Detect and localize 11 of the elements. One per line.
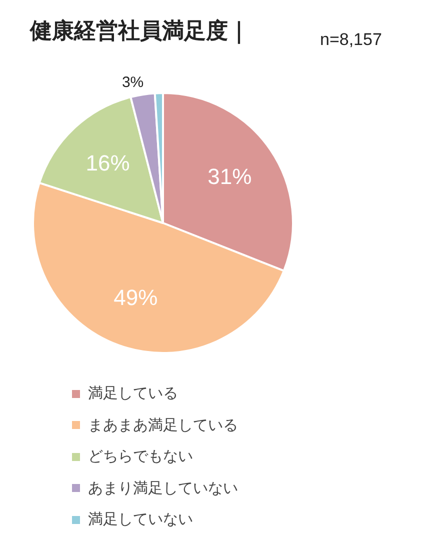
legend-label: あまり満足していない	[88, 478, 238, 498]
legend-label: まあまあ満足している	[88, 416, 238, 435]
legend-label: 満足している	[88, 384, 178, 404]
data-label: 49%	[114, 284, 158, 310]
legend-label: 満足していない	[88, 510, 193, 530]
data-label: 3%	[122, 74, 144, 91]
chart-title: 健康経営社員満足度｜	[30, 18, 250, 46]
text: n=8,157	[320, 30, 382, 50]
data-label: 31%	[208, 164, 252, 189]
data-label: 16%	[86, 150, 130, 176]
legend-label: どちらでもない	[88, 447, 193, 466]
